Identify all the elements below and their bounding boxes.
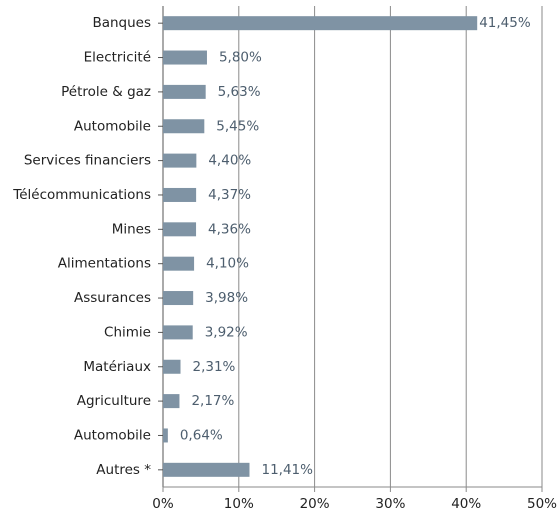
y-tick-label: Télécommunications — [12, 187, 151, 203]
bar — [163, 50, 207, 65]
bar — [163, 428, 168, 443]
value-label: 3,98% — [205, 290, 248, 306]
bar — [163, 222, 197, 237]
y-tick-label: Automobile — [74, 118, 151, 134]
value-label: 11,41% — [261, 462, 313, 478]
x-tick-label: 50% — [527, 496, 557, 512]
x-tick-label: 0% — [152, 496, 174, 512]
value-label: 2,17% — [191, 393, 234, 409]
value-label: 4,36% — [208, 221, 251, 237]
y-tick-label: Electricité — [84, 50, 151, 66]
value-label: 5,80% — [219, 50, 262, 66]
x-tick-label: 30% — [375, 496, 405, 512]
value-label: 41,45% — [479, 15, 531, 31]
y-tick-label: Mines — [112, 221, 151, 237]
y-tick-label: Alimentations — [58, 256, 151, 272]
bar — [163, 16, 478, 31]
y-tick-label: Chimie — [104, 324, 151, 340]
bar — [163, 394, 180, 409]
y-tick-label: Pétrole & gaz — [61, 84, 151, 100]
value-label: 4,40% — [208, 153, 251, 169]
y-tick-label: Assurances — [74, 290, 151, 306]
value-label: 5,45% — [216, 118, 259, 134]
x-tick-label: 40% — [451, 496, 481, 512]
y-tick-label: Banques — [92, 15, 151, 31]
bar — [163, 291, 194, 306]
bar — [163, 359, 181, 374]
value-label: 2,31% — [193, 359, 236, 375]
bar — [163, 462, 250, 477]
y-tick-label: Autres * — [96, 462, 151, 478]
y-tick-label: Automobile — [74, 427, 151, 443]
y-tick-label: Services financiers — [24, 153, 151, 169]
value-label: 5,63% — [218, 84, 261, 100]
y-tick-label: Matériaux — [83, 359, 151, 375]
value-label: 0,64% — [180, 427, 223, 443]
bar — [163, 187, 197, 202]
bar — [163, 256, 195, 271]
bar — [163, 84, 206, 99]
x-tick-label: 20% — [300, 496, 330, 512]
bar — [163, 325, 193, 340]
x-tick-label: 10% — [224, 496, 254, 512]
bar — [163, 119, 205, 134]
value-label: 4,37% — [208, 187, 251, 203]
y-tick-label: Agriculture — [77, 393, 151, 409]
bar — [163, 153, 197, 168]
value-label: 4,10% — [206, 256, 249, 272]
value-label: 3,92% — [205, 324, 248, 340]
